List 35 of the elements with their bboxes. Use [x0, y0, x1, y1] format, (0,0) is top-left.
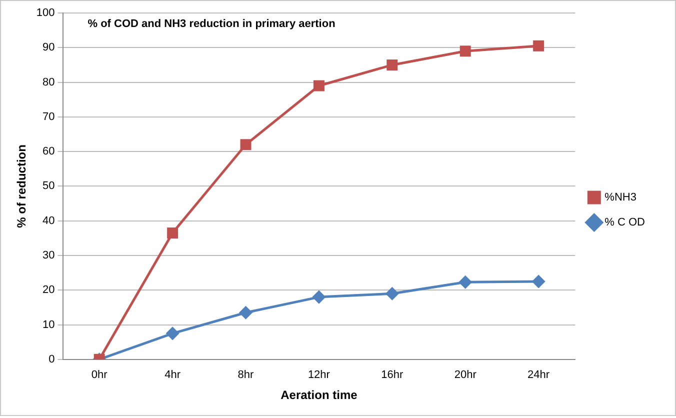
point [240, 306, 252, 319]
x-tick-label: 24hr [528, 369, 550, 382]
y-tick-label: 10 [42, 318, 55, 331]
point [312, 290, 326, 304]
point [240, 139, 252, 150]
point [532, 275, 545, 288]
text: % of COD and NH3 reduction in primary aertion [88, 18, 336, 30]
y-tick-label: 90 [42, 42, 55, 54]
point [459, 276, 472, 288]
x-tick-label: 0hr [91, 369, 108, 382]
x-tick-label: 4hr [164, 369, 181, 382]
x-tick-label: 16hr [381, 369, 404, 382]
y-tick-label: 20 [42, 284, 55, 296]
legend-label: %NH3 [604, 192, 636, 204]
x-tick-label: 12hr [308, 369, 330, 382]
y-tick-label: 100 [36, 7, 55, 20]
y-tick-label: 60 [42, 146, 55, 158]
legend-label: % C OD [604, 216, 646, 229]
y-axis-title: % of reduction [14, 144, 29, 228]
x-tick-label: 20hr [454, 369, 477, 382]
y-tick-label: 50 [42, 180, 55, 192]
y-tick-label: 70 [42, 110, 55, 123]
point [460, 46, 471, 57]
y-tick-label: 30 [42, 250, 55, 262]
point [386, 287, 398, 300]
y-tick-label: 40 [42, 214, 55, 227]
x-axis-title: Aeration time [280, 388, 358, 402]
y-tick-label: 0 [48, 353, 55, 366]
point [386, 59, 398, 70]
x-tick-label: 8hr [238, 369, 254, 382]
point [533, 40, 544, 52]
point [313, 80, 324, 92]
y-tick-label: 80 [42, 76, 55, 88]
point [167, 227, 178, 238]
point [166, 327, 179, 340]
